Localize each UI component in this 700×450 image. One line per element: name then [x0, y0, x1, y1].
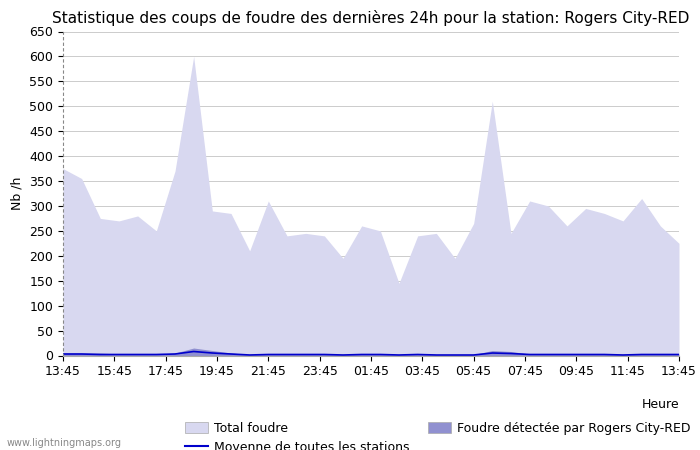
Title: Statistique des coups de foudre des dernières 24h pour la station: Rogers City-R: Statistique des coups de foudre des dern… [52, 10, 690, 26]
Y-axis label: Nb /h: Nb /h [10, 177, 24, 210]
Legend: Total foudre, Moyenne de toutes les stations, Foudre détectée par Rogers City-RE: Total foudre, Moyenne de toutes les stat… [180, 417, 695, 450]
Text: www.lightningmaps.org: www.lightningmaps.org [7, 438, 122, 448]
Text: Heure: Heure [641, 398, 679, 410]
